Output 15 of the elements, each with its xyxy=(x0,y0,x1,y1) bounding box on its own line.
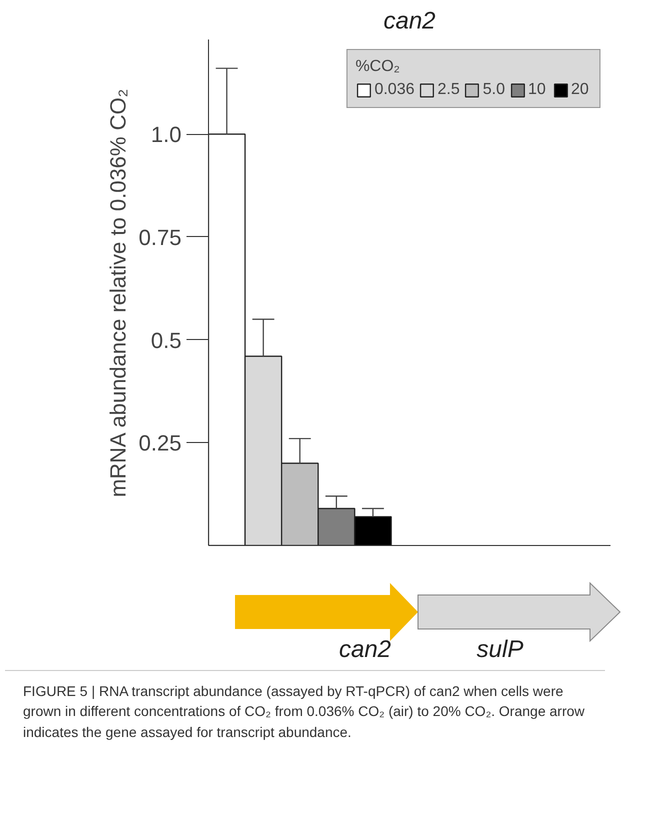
y-tick-label: 0.75 xyxy=(138,224,182,250)
text: can2 xyxy=(338,636,392,663)
legend-label: 0.036 xyxy=(374,81,414,99)
legend-title: %CO₂ xyxy=(355,58,401,76)
legend-label: 2.5 xyxy=(438,81,460,99)
caption: FIGURE 5 | RNA transcript abundance (assayed by RT-qPCR) of can2 when cells were grown in different concentrations of CO₂ from 0.036% CO₂ (air) to 20% CO₂. Orange arrow indicates the gene assayed for transcript abundance. xyxy=(5,670,605,752)
y-axis-title: mRNA abundance relative to 0.036% CO₂ xyxy=(106,88,131,498)
legend-label: 10 xyxy=(528,81,547,99)
y-tick-label: 1.0 xyxy=(150,122,182,148)
y-tick-label: 0.5 xyxy=(150,328,182,353)
text: sulP xyxy=(476,636,524,663)
chart-title: can2 xyxy=(383,8,436,34)
y-tick-label: 0.25 xyxy=(138,430,182,456)
legend-label: 20 xyxy=(571,81,590,99)
legend-label: 5.0 xyxy=(482,81,505,99)
